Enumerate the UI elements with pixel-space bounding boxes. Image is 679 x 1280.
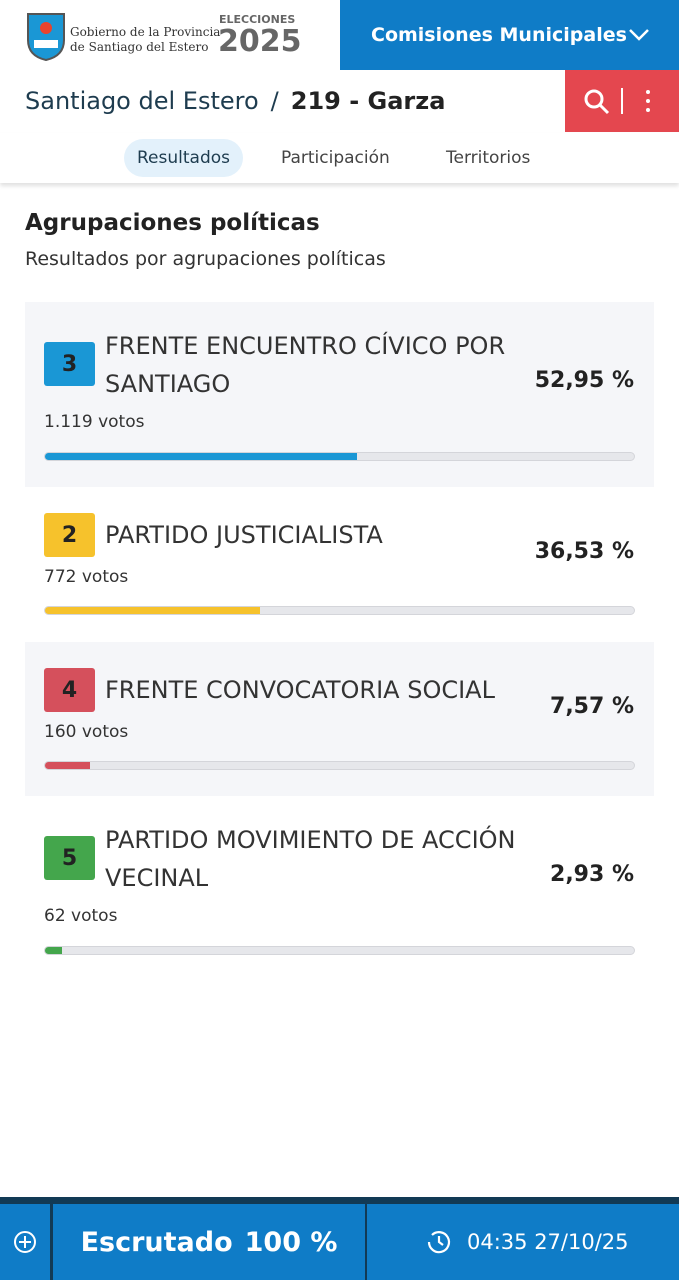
votes: 772 votos: [44, 567, 129, 587]
breadcrumb-district: 219 - Garza: [290, 87, 446, 115]
elections-label: ELECCIONES: [219, 13, 296, 26]
menu-label: Comisiones Municipales: [371, 24, 627, 46]
list-number-badge: 4: [44, 668, 95, 712]
add-button[interactable]: [0, 1204, 50, 1280]
section-subtitle: Resultados por agrupaciones políticas: [25, 248, 386, 270]
plus-icon: [14, 1231, 36, 1253]
progress-track: [44, 452, 635, 461]
header-left: Gobierno de la Provincia de Santiago del …: [0, 0, 340, 70]
result-card: 2 PARTIDO JUSTICIALISTA 36,53 % 772 votos: [25, 487, 654, 642]
logo-line: Gobierno de la Provincia: [70, 25, 221, 39]
percent-label: 36,53 %: [534, 539, 634, 564]
list-number-badge: 3: [44, 342, 95, 386]
result-card: 3 FRENTE ENCUENTRO CÍVICO POR SANTIAGO 52,…: [25, 302, 654, 487]
list-number-badge: 2: [44, 513, 95, 557]
percent-label: 7,57 %: [550, 694, 634, 719]
tab[interactable]: Participación: [281, 148, 390, 168]
party-name: PARTIDO JUSTICIALISTA: [105, 521, 383, 549]
party-name: PARTIDO MOVIMIENTO DE ACCIÓN VECINAL: [105, 826, 516, 892]
progress-fill: [45, 762, 90, 769]
logo-icon: [27, 13, 65, 62]
more-icon[interactable]: [643, 88, 653, 116]
logo-line: de Santiago del Estero: [70, 40, 209, 54]
tab-bar: Resultados Participación Territorios: [0, 133, 679, 183]
votes: 62 votos: [44, 906, 118, 926]
progress-fill: [45, 453, 357, 460]
list-number-badge: 5: [44, 836, 95, 880]
result-card: 4 FRENTE CONVOCATORIA SOCIAL 7,57 % 160 vot…: [25, 642, 654, 796]
breadcrumb-province[interactable]: Santiago del Estero: [25, 87, 259, 115]
progress-track: [44, 946, 635, 955]
result-card: 5 PARTIDO MOVIMIENTO DE ACCIÓN VECINAL 2,9…: [25, 796, 654, 970]
party-name: FRENTE ENCUENTRO CÍVICO POR SANTIAGO: [105, 332, 506, 398]
scrutiny-value: 100 %: [244, 1226, 338, 1258]
scrutiny-label: Escrutado: [80, 1226, 233, 1258]
progress-fill: [45, 947, 63, 954]
tab[interactable]: Territorios: [446, 148, 531, 168]
party-name: FRENTE CONVOCATORIA SOCIAL: [105, 676, 495, 704]
breadcrumb: Santiago del Estero / 219 - Garza: [0, 70, 565, 132]
progress-track: [44, 761, 635, 770]
search-icon[interactable]: [583, 88, 611, 116]
timestamp: 04:35 27/10/25: [467, 1230, 629, 1254]
divider: [621, 88, 623, 114]
tab[interactable]: Resultados: [124, 139, 243, 177]
year: 2025: [218, 24, 302, 59]
votes: 1.119 votos: [44, 412, 145, 432]
progress-fill: [45, 607, 261, 614]
section-title: Agrupaciones políticas: [25, 210, 320, 236]
percent-label: 2,93 %: [550, 862, 634, 887]
votes: 160 votos: [44, 722, 129, 742]
percent-label: 52,95 %: [534, 368, 634, 393]
action-box: [565, 70, 679, 132]
scrutiny: Escrutado 100 %: [53, 1204, 365, 1280]
chevron-icon: [629, 29, 649, 41]
timestamp-box: 04:35 27/10/25: [367, 1204, 679, 1280]
breadcrumb-separator: /: [270, 87, 279, 115]
progress-track: [44, 606, 635, 615]
clock-icon: [427, 1231, 451, 1254]
menu-button[interactable]: Comisiones Municipales: [340, 0, 679, 70]
footer: Escrutado 100 % 04:35 27/10/25: [0, 1197, 679, 1280]
logo-text: Gobierno de la Provincia de Santiago del …: [70, 25, 220, 55]
